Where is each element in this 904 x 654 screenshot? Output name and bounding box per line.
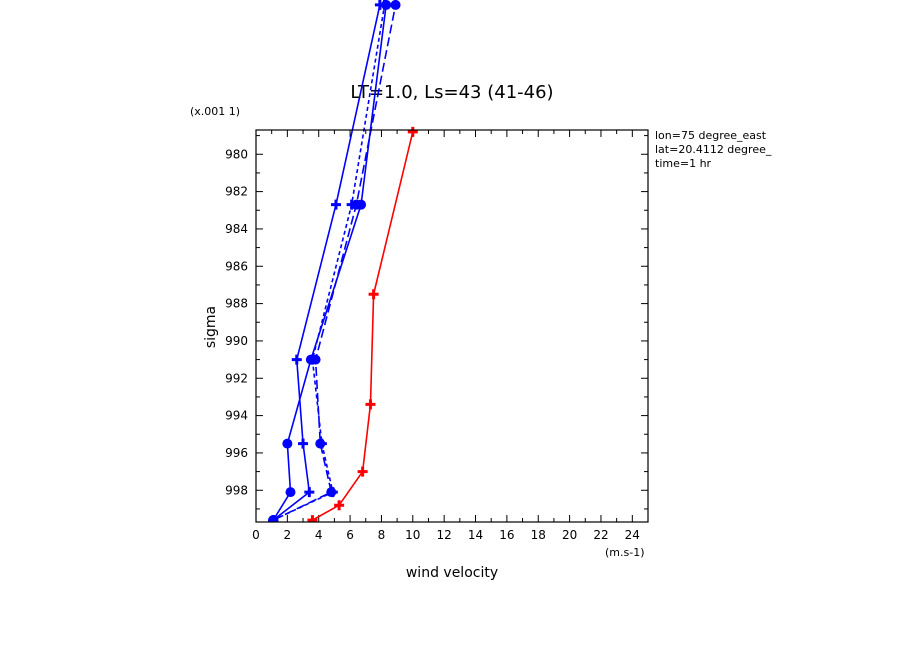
data-point [365, 399, 376, 410]
chart-title: LT=1.0, Ls=43 (41-46) [350, 82, 553, 103]
data-point [282, 438, 293, 449]
data-point [379, 0, 390, 10]
data-point [334, 500, 345, 511]
y-tick-label: 986 [225, 259, 248, 273]
y-axis-label: sigma [203, 306, 219, 348]
y-tick-label: 994 [225, 409, 248, 423]
x-tick-label: 20 [562, 528, 577, 542]
y-tick-label: 996 [225, 446, 248, 460]
x-axis-label: wind velocity [406, 565, 498, 581]
y-tick-label: 980 [225, 147, 248, 161]
data-point [390, 0, 401, 10]
data-point [268, 515, 279, 522]
x-tick-label: 12 [437, 528, 452, 542]
data-point [357, 466, 368, 477]
data-point [285, 487, 296, 498]
series-line [272, 4, 387, 521]
x-tick-label: 16 [499, 528, 514, 542]
data-point [310, 354, 321, 365]
data-point [291, 354, 302, 365]
y-tick-label: 982 [225, 185, 248, 199]
axis-ticks: 0 2 4 6 8 10 12 14 16 18 20 22 249809829849869889909… [225, 130, 648, 542]
data-point [351, 199, 362, 210]
x-tick-label: 2 [284, 528, 292, 542]
x-tick-label: 24 [625, 528, 640, 542]
annotation-lat: lat=20.4112 degree_ [655, 143, 772, 156]
data-point [315, 438, 326, 449]
x-tick-label: 14 [468, 528, 483, 542]
series-group [268, 0, 418, 522]
annotation-time: time=1 hr [655, 157, 712, 170]
x-tick-label: 0 [252, 528, 260, 542]
y-tick-label: 990 [225, 334, 248, 348]
series-line [272, 4, 397, 521]
y-tick-label: 984 [225, 222, 248, 236]
y-tick-label: 988 [225, 297, 248, 311]
annotation-lon: lon=75 degree_east [655, 129, 767, 142]
x-tick-label: 10 [405, 528, 420, 542]
x-tick-label: 6 [346, 528, 354, 542]
series-line [312, 131, 414, 521]
data-point [407, 126, 418, 137]
y-tick-label: 998 [225, 483, 248, 497]
y-tick-label: 992 [225, 371, 248, 385]
data-point [368, 289, 379, 300]
data-point [304, 487, 315, 498]
data-point [298, 438, 309, 449]
x-units-label: (m.s-1) [605, 546, 645, 559]
x-tick-label: 4 [315, 528, 323, 542]
y-scale-label: (x.001 1) [190, 105, 240, 118]
data-point [326, 487, 337, 498]
data-point [330, 199, 341, 210]
x-tick-label: 22 [593, 528, 608, 542]
x-tick-label: 18 [531, 528, 546, 542]
plot-frame [255, 129, 649, 523]
data-point [307, 515, 318, 522]
x-tick-label: 8 [378, 528, 386, 542]
